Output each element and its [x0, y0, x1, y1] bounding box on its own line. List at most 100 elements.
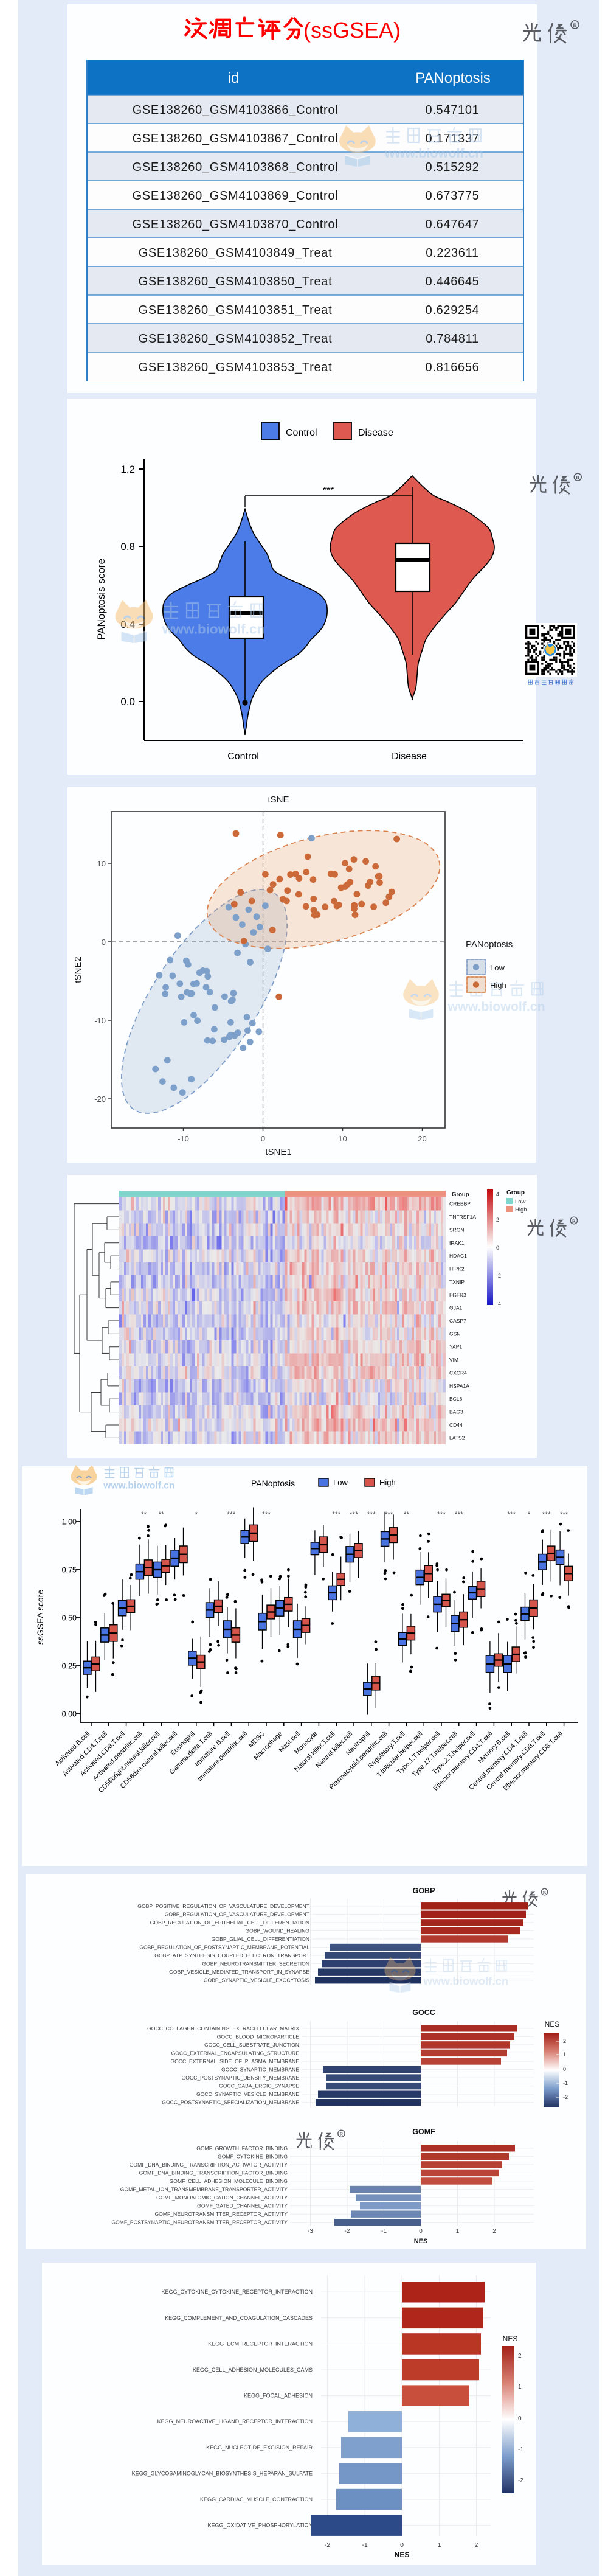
svg-text:GSE138260_GSM4103853_Treat: GSE138260_GSM4103853_Treat: [139, 361, 333, 374]
svg-text:GOCC_COLLAGEN_CONTAINING_EXTRA: GOCC_COLLAGEN_CONTAINING_EXTRACELLULAR_M…: [147, 2025, 299, 2031]
svg-text:GOCC_BLOOD_MICROPARTICLE: GOCC_BLOOD_MICROPARTICLE: [217, 2033, 300, 2039]
svg-text:www.biowolf.cn: www.biowolf.cn: [423, 1974, 508, 1987]
svg-text:TXNIP: TXNIP: [449, 1279, 465, 1285]
svg-text:GOMF_NEUROTRANSMITTER_RECEPTOR: GOMF_NEUROTRANSMITTER_RECEPTOR_ACTIVITY: [154, 2211, 288, 2217]
svg-text:0.784811: 0.784811: [426, 332, 479, 346]
svg-text:PANoptosis: PANoptosis: [251, 1478, 295, 1488]
svg-text:KEGG_CELL_ADHESION_MOLECULES_C: KEGG_CELL_ADHESION_MOLECULES_CAMS: [193, 2367, 313, 2373]
svg-text:GOMF_GROWTH_FACTOR_BINDING: GOMF_GROWTH_FACTOR_BINDING: [196, 2145, 288, 2151]
svg-text:2: 2: [492, 2228, 496, 2235]
svg-text:-10: -10: [94, 1016, 106, 1025]
svg-text:***: ***: [332, 1510, 340, 1519]
svg-text:KEGG_OXIDATIVE_PHOSPHORYLATION: KEGG_OXIDATIVE_PHOSPHORYLATION: [207, 2522, 313, 2529]
svg-text:BAG3: BAG3: [449, 1409, 463, 1415]
svg-text:KEGG_CYTOKINE_CYTOKINE_RECEPTO: KEGG_CYTOKINE_CYTOKINE_RECEPTOR_INTERACT…: [161, 2289, 313, 2295]
svg-text:CD44: CD44: [449, 1422, 463, 1428]
svg-text:1: 1: [456, 2228, 460, 2235]
svg-text:R: R: [339, 2132, 344, 2137]
svg-text:0.25: 0.25: [62, 1662, 77, 1671]
svg-text:GOMF_CYTOKINE_BINDING: GOMF_CYTOKINE_BINDING: [218, 2153, 288, 2159]
svg-text:Control: Control: [286, 428, 317, 438]
svg-text:0.647647: 0.647647: [425, 218, 479, 231]
svg-text:GOBP_ATP_SYNTHESIS_COUPLED_ELE: GOBP_ATP_SYNTHESIS_COUPLED_ELECTRON_TRAN…: [154, 1952, 309, 1958]
svg-text:**: **: [404, 1510, 410, 1519]
svg-text:-2: -2: [345, 2228, 350, 2235]
svg-text:0: 0: [261, 1134, 265, 1143]
svg-text:NES: NES: [414, 2238, 428, 2245]
svg-text:Control: Control: [227, 751, 259, 762]
svg-text:Low: Low: [333, 1478, 348, 1487]
svg-text:-3: -3: [308, 2228, 313, 2235]
svg-text:10: 10: [338, 1134, 347, 1143]
svg-text:High: High: [515, 1206, 527, 1213]
svg-text:*: *: [528, 1510, 531, 1519]
svg-text:GOBP_GLIAL_CELL_DIFFERENTIATIO: GOBP_GLIAL_CELL_DIFFERENTIATION: [212, 1936, 309, 1942]
svg-text:GSE138260_GSM4103852_Treat: GSE138260_GSM4103852_Treat: [139, 332, 333, 346]
svg-text:IRAK1: IRAK1: [449, 1240, 465, 1246]
svg-text:-1: -1: [381, 2228, 387, 2235]
svg-text:GOMF_DNA_BINDING_TRANSCRIPTION: GOMF_DNA_BINDING_TRANSCRIPTION_FACTOR_BI…: [139, 2170, 288, 2176]
svg-text:-10: -10: [178, 1134, 189, 1143]
svg-text:Disease: Disease: [358, 428, 393, 438]
svg-text:-1: -1: [518, 2446, 523, 2453]
svg-text:HDAC1: HDAC1: [449, 1253, 467, 1259]
svg-text:GOBP_POSITIVE_REGULATION_OF_VA: GOBP_POSITIVE_REGULATION_OF_VASCULATURE_…: [137, 1903, 309, 1909]
svg-text:GOBP_NEUROTRANSMITTER_SECRETIO: GOBP_NEUROTRANSMITTER_SECRETION: [202, 1961, 309, 1967]
svg-text:***: ***: [560, 1510, 568, 1519]
svg-text:***: ***: [323, 486, 334, 496]
svg-text:ssGSEA score: ssGSEA score: [35, 1590, 45, 1645]
svg-text:0.673775: 0.673775: [425, 189, 479, 203]
svg-text:GSE138260_GSM4103851_Treat: GSE138260_GSM4103851_Treat: [139, 304, 333, 317]
svg-text:0.547101: 0.547101: [425, 103, 479, 117]
svg-text:0.00: 0.00: [62, 1710, 77, 1719]
svg-text:GSE138260_GSM4103868_Control: GSE138260_GSM4103868_Control: [133, 161, 339, 174]
svg-text:GSE138260_GSM4103869_Control: GSE138260_GSM4103869_Control: [133, 189, 339, 203]
svg-text:KEGG_NEUROACTIVE_LIGAND_RECEPT: KEGG_NEUROACTIVE_LIGAND_RECEPTOR_INTERAC…: [157, 2418, 313, 2425]
svg-text:0.75: 0.75: [62, 1566, 77, 1575]
svg-text:GOMF_MONOATOMIC_CATION_CHANNEL: GOMF_MONOATOMIC_CATION_CHANNEL_ACTIVITY: [156, 2195, 288, 2201]
svg-text:KEGG_NUCLEOTIDE_EXCISION_REPAI: KEGG_NUCLEOTIDE_EXCISION_REPAIR: [206, 2445, 313, 2451]
svg-text:CASP7: CASP7: [449, 1318, 466, 1324]
svg-text:www.biowolf.cn: www.biowolf.cn: [162, 622, 265, 637]
svg-text:tSNE2: tSNE2: [73, 956, 83, 983]
svg-text:PANoptosis: PANoptosis: [466, 939, 513, 950]
svg-text:YAP1: YAP1: [449, 1344, 462, 1350]
svg-text:GJA1: GJA1: [449, 1305, 463, 1311]
svg-text:FGFR3: FGFR3: [449, 1292, 466, 1298]
svg-text:www.biowolf.cn: www.biowolf.cn: [103, 1481, 174, 1491]
svg-text:***: ***: [227, 1510, 235, 1519]
svg-text:0: 0: [400, 2541, 404, 2549]
svg-text:1: 1: [518, 2384, 522, 2390]
svg-text:-2: -2: [518, 2477, 523, 2484]
svg-text:Disease: Disease: [392, 751, 427, 762]
svg-text:GOBP_SYNAPTIC_VESICLE_EXOCYTOS: GOBP_SYNAPTIC_VESICLE_EXOCYTOSIS: [204, 1977, 309, 1983]
svg-text:www.biowolf.cn: www.biowolf.cn: [384, 145, 483, 161]
svg-text:0.223611: 0.223611: [426, 246, 479, 260]
svg-text:HSPA1A: HSPA1A: [449, 1383, 469, 1389]
svg-text:LATS2: LATS2: [449, 1435, 465, 1441]
svg-text:HIPK2: HIPK2: [449, 1266, 465, 1272]
svg-text:***: ***: [542, 1510, 551, 1519]
svg-text:-1: -1: [362, 2541, 367, 2549]
svg-text:0.629254: 0.629254: [425, 304, 479, 317]
svg-text:10: 10: [97, 859, 106, 868]
svg-text:GSE138260_GSM4103870_Control: GSE138260_GSM4103870_Control: [133, 218, 339, 231]
svg-text:GOBP_VESICLE_MEDIATED_TRANSPOR: GOBP_VESICLE_MEDIATED_TRANSPORT_IN_SYNAP…: [169, 1969, 309, 1975]
svg-text:GOCC_EXTERNAL_ENCAPSULATING_ST: GOCC_EXTERNAL_ENCAPSULATING_STRUCTURE: [171, 2050, 300, 2056]
svg-text:-2: -2: [563, 2094, 568, 2100]
svg-text:0.0: 0.0: [120, 696, 135, 708]
svg-text:GSE138260_GSM4103850_Treat: GSE138260_GSM4103850_Treat: [139, 275, 333, 288]
svg-text:0.446645: 0.446645: [425, 275, 479, 288]
svg-text:0: 0: [419, 2228, 423, 2235]
svg-text:GOBP_REGULATION_OF_VASCULATURE: GOBP_REGULATION_OF_VASCULATURE_DEVELOPME…: [165, 1911, 310, 1917]
svg-text:GOCC_SYNAPTIC_MEMBRANE: GOCC_SYNAPTIC_MEMBRANE: [221, 2067, 299, 2073]
svg-text:PANoptosis score: PANoptosis score: [95, 559, 107, 640]
svg-text:tSNE1: tSNE1: [265, 1147, 291, 1157]
svg-text:tSNE: tSNE: [268, 795, 289, 805]
svg-text:***: ***: [385, 1510, 393, 1519]
svg-text:NES: NES: [545, 2020, 560, 2028]
svg-text:CXCR4: CXCR4: [449, 1370, 467, 1376]
svg-text:***: ***: [262, 1510, 271, 1519]
svg-text:GSE138260_GSM4103867_Control: GSE138260_GSM4103867_Control: [133, 132, 339, 145]
svg-text:-1: -1: [563, 2080, 568, 2086]
